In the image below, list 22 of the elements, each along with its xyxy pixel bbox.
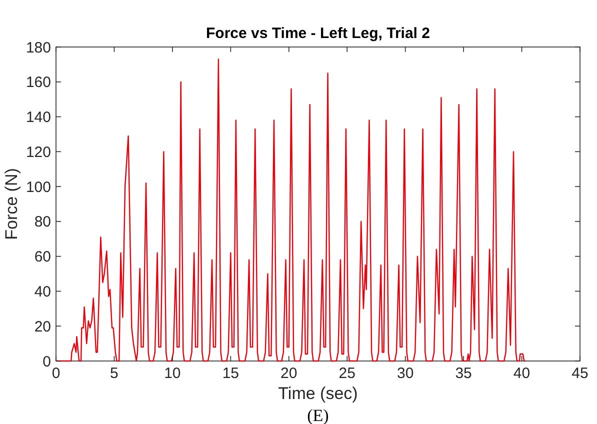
y-tick-label: 0 <box>42 353 51 370</box>
y-axis-title: Force (N) <box>2 168 21 240</box>
x-tick-label: 45 <box>572 365 588 382</box>
x-tick-label: 5 <box>110 365 118 382</box>
x-tick-label: 40 <box>513 365 530 382</box>
x-tick-label: 10 <box>164 365 181 382</box>
x-tick-label: 30 <box>396 365 414 382</box>
chart-title: Force vs Time - Left Leg, Trial 2 <box>206 25 430 42</box>
y-tick-label: 20 <box>34 318 51 336</box>
y-tick-label: 100 <box>26 178 51 196</box>
x-tick-label: 25 <box>338 365 356 382</box>
y-tick-label: 80 <box>34 214 51 231</box>
y-tick-label: 160 <box>26 74 51 92</box>
y-tick-label: 60 <box>34 248 51 266</box>
x-tick-label: 15 <box>222 365 240 382</box>
x-tick-label: 35 <box>455 365 472 382</box>
y-tick-label: 180 <box>26 39 51 56</box>
x-tick-label: 20 <box>280 365 298 382</box>
y-tick-label: 40 <box>34 283 51 300</box>
y-tick-label: 120 <box>26 144 51 161</box>
x-axis-title: Time (sec) <box>278 384 358 403</box>
y-tick-label: 140 <box>26 109 51 126</box>
